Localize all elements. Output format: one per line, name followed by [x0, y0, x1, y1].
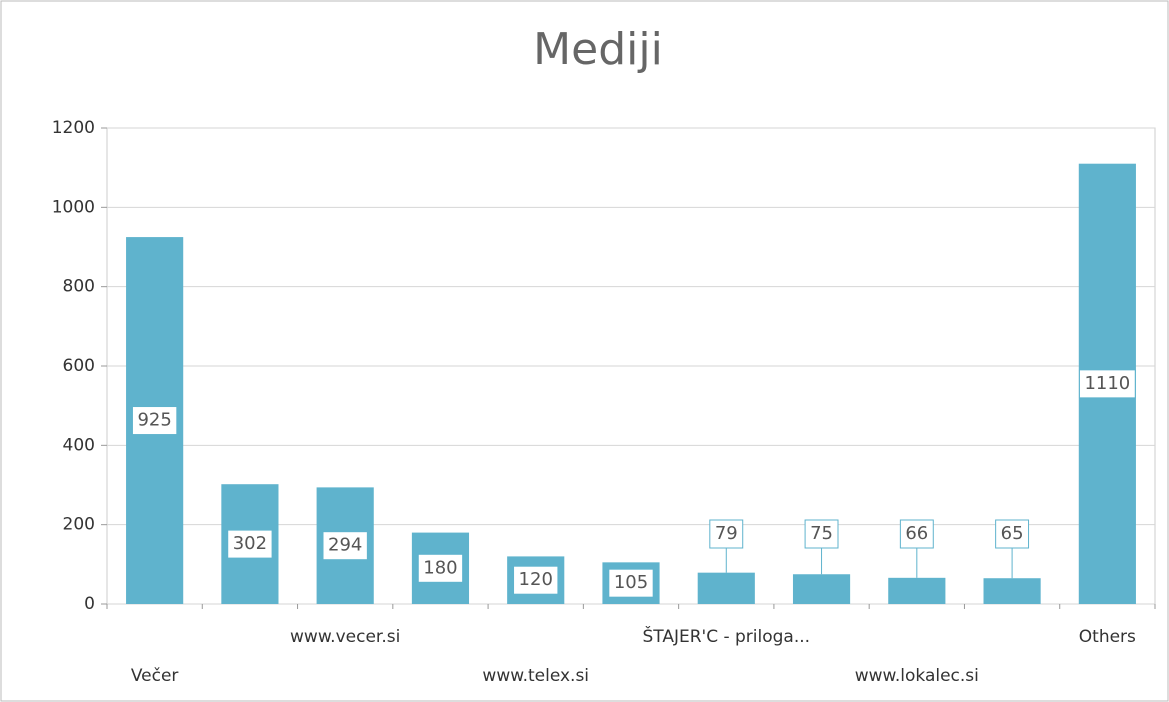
- x-tick-label: ŠTAJER'C - priloga...: [642, 625, 810, 647]
- data-label: 66: [905, 523, 928, 544]
- data-label-box: [322, 531, 368, 561]
- x-tick-label: Others: [1079, 627, 1136, 647]
- y-tick-label: 600: [63, 356, 95, 376]
- data-label-box: [1078, 369, 1136, 399]
- y-tick-label: 800: [63, 277, 95, 297]
- data-label-box: [899, 519, 934, 549]
- data-label-box: [417, 553, 464, 583]
- data-label: 1110: [1084, 373, 1130, 394]
- data-label: 302: [233, 533, 267, 554]
- y-tick-label: 1200: [52, 118, 95, 138]
- data-label-box: [227, 529, 273, 559]
- x-tick-label: www.telex.si: [482, 666, 589, 686]
- bar: [983, 578, 1041, 604]
- bar: [888, 577, 946, 604]
- data-label: 294: [328, 535, 362, 556]
- y-tick-label: 0: [84, 594, 95, 614]
- y-tick-label: 400: [63, 435, 95, 455]
- data-label-box: [608, 568, 654, 598]
- data-label: 925: [137, 410, 171, 431]
- x-tick-label: Večer: [131, 666, 179, 686]
- data-label-box: [131, 406, 178, 436]
- bar: [697, 572, 755, 604]
- x-tick-label: www.vecer.si: [290, 627, 400, 647]
- data-label: 105: [614, 572, 648, 593]
- data-label: 75: [810, 523, 833, 544]
- data-label: 180: [423, 557, 457, 578]
- data-label-box: [709, 519, 744, 549]
- data-label: 65: [1001, 523, 1024, 544]
- data-label: 120: [519, 569, 553, 590]
- x-tick-label: www.lokalec.si: [855, 666, 979, 686]
- y-tick-label: 200: [63, 515, 95, 535]
- data-label-box: [513, 565, 559, 595]
- y-tick-label: 1000: [52, 197, 95, 217]
- data-label-box: [995, 519, 1030, 549]
- data-label: 79: [715, 523, 738, 544]
- chart-title: Mediji: [533, 24, 663, 75]
- data-label-box: [804, 519, 839, 549]
- bar: [792, 574, 851, 604]
